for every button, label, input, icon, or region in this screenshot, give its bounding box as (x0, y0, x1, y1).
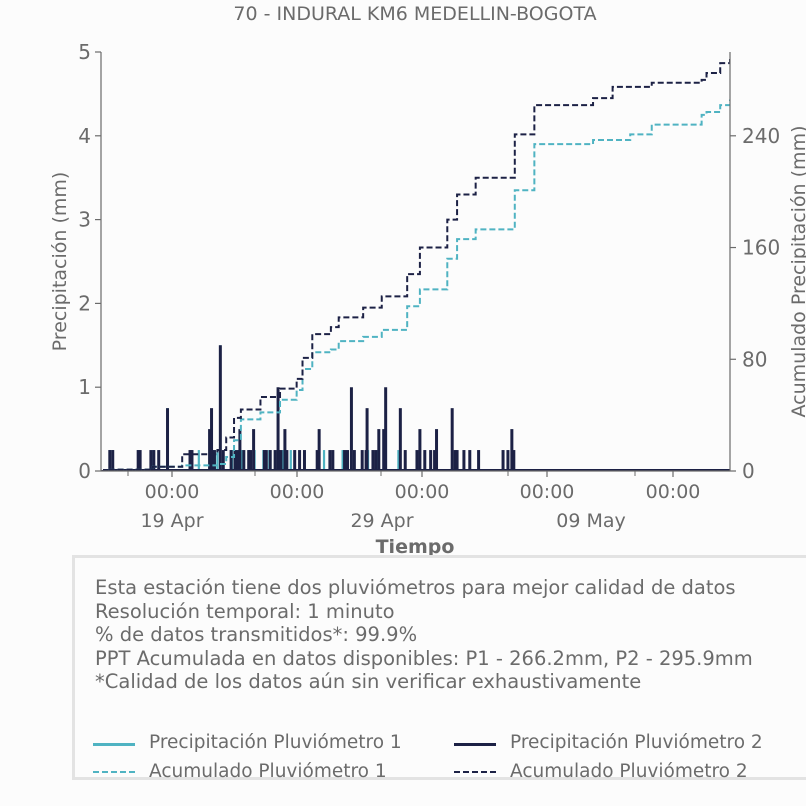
right-tick-label: 160 (742, 236, 780, 260)
info-line-2: Resolución temporal: 1 minuto (95, 599, 395, 623)
x-axis-label: Tiempo (376, 536, 455, 558)
x-tick-time-label: 00:00 (270, 481, 325, 503)
info-line-1: Esta estación tiene dos pluviómetros par… (95, 576, 736, 599)
info-line-4: PPT Acumulada en datos disponibles: P1 -… (95, 646, 753, 670)
right-tick-label: 0 (742, 459, 755, 483)
left-tick-label: 1 (78, 375, 91, 399)
info-legend-box: Esta estación tiene dos pluviómetros par… (72, 555, 806, 782)
left-tick-label: 3 (78, 208, 91, 232)
left-tick-label: 5 (78, 40, 91, 64)
x-tick-time-label: 00:00 (145, 481, 200, 503)
x-date-label: 19 Apr (140, 510, 203, 532)
legend-label-p2-line: Precipitación Pluviómetro 2 (510, 732, 763, 753)
left-tick-label: 0 (78, 459, 91, 483)
x-date-label: 29 Apr (350, 510, 413, 532)
legend-swatch-p2-line (454, 743, 496, 746)
accum-2-line (101, 57, 730, 471)
legend-swatch-p1-accum (93, 771, 135, 773)
rainfall-chart: 0 1 2 3 4 5 0 80 160 240 00:00 00:00 00:00 00:00 00:00… (49, 40, 806, 558)
right-tick-label: 240 (742, 124, 780, 148)
x-tick-time-label: 00:00 (520, 481, 575, 503)
info-text-block: Esta estación tiene dos pluviómetros par… (95, 576, 753, 694)
x-tick-time-label: 00:00 (395, 481, 450, 503)
legend-label-p1-line: Precipitación Pluviómetro 1 (149, 732, 402, 753)
left-axis-label: Precipitación (mm) (49, 172, 71, 352)
left-tick-label: 4 (78, 124, 91, 148)
accum-1-line (101, 99, 730, 471)
legend-swatch-p1-line (93, 743, 135, 746)
right-axis-label: Acumulado Precipitación (mm) (788, 126, 806, 418)
info-line-3: % de datos transmitidos*: 99.9% (95, 623, 418, 646)
chart-title: 70 - INDURAL KM6 MEDELLIN-BOGOTA (233, 3, 597, 25)
right-tick-label: 80 (742, 347, 767, 371)
info-line-5: *Calidad de los datos aún sin verificar … (95, 670, 642, 693)
legend-swatch-p2-accum (454, 771, 496, 773)
left-tick-label: 2 (78, 291, 91, 315)
legend-label-p2-accum: Acumulado Pluviómetro 2 (510, 761, 748, 782)
x-tick-time-label: 00:00 (646, 481, 701, 503)
x-date-label: 09 May (556, 510, 626, 532)
legend-label-p1-accum: Acumulado Pluviómetro 1 (149, 761, 387, 782)
